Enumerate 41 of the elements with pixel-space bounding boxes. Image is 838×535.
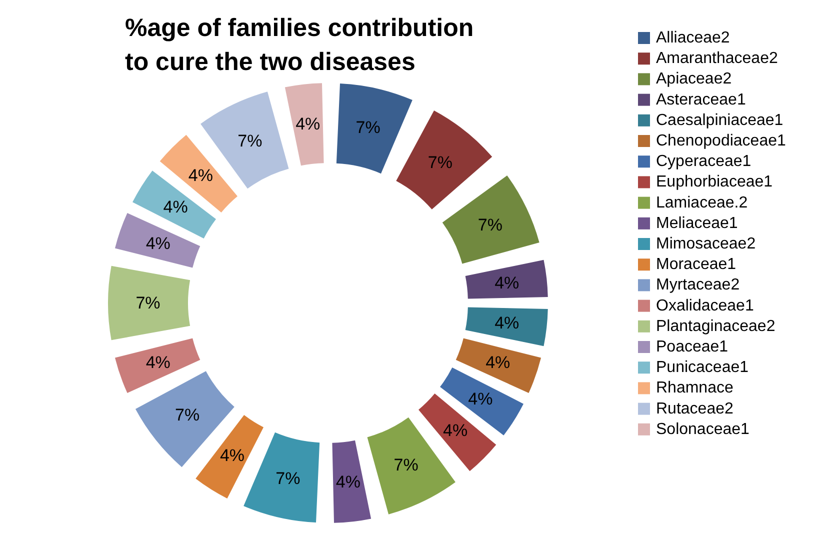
data-label: 4% [163, 198, 188, 217]
data-label: 7% [174, 406, 200, 425]
legend-label: Apiaceae2 [656, 70, 732, 88]
data-label: 4% [146, 352, 170, 372]
legend-label: Amaranthaceae2 [656, 50, 778, 68]
data-label: 4% [442, 420, 468, 440]
legend-label: Poaceae1 [656, 338, 728, 356]
data-label: 4% [220, 446, 245, 465]
data-label: 7% [394, 456, 418, 475]
data-label: 7% [478, 215, 502, 234]
legend-label: Cyperaceae1 [656, 153, 752, 170]
legend-label: Euphorbiaceae1 [656, 174, 773, 191]
data-label: 7% [238, 131, 262, 150]
data-label: 4% [494, 273, 520, 292]
data-label: 4% [146, 234, 170, 254]
legend-label: Mimosaceae2 [656, 236, 756, 252]
legend-label: Rhamnace [656, 380, 734, 397]
chart-title: %age of families contribution to cure the two diseases [125, 14, 474, 76]
legend-label: Punicaceae1 [656, 359, 749, 376]
legend-label: Myrtaceae2 [656, 276, 740, 294]
data-label: 4% [486, 352, 510, 372]
legend-label: Meliaceae1 [656, 214, 738, 232]
legend-label: Chenopodiaceae1 [656, 132, 786, 150]
data-label: 7% [356, 118, 380, 138]
legend-label: Lamiaceae.2 [656, 194, 748, 212]
legend-label: Moraceae1 [656, 256, 736, 274]
legend-label: Rutaceae2 [656, 400, 734, 418]
data-label: 4% [468, 389, 493, 408]
legend-label: Asteraceae1 [656, 91, 746, 108]
legend-label: Plantaginaceae2 [656, 318, 776, 335]
legend-label: Alliaceae2 [656, 30, 730, 46]
legend-label: Caesalpiniaceae1 [656, 112, 784, 129]
data-label: 4% [336, 472, 360, 492]
data-label: 7% [428, 152, 453, 172]
legend-label: Solonaceae1 [656, 420, 750, 438]
data-label: 7% [276, 468, 300, 488]
data-label: 4% [188, 166, 214, 186]
legend-label: Oxalidaceae1 [656, 297, 754, 314]
data-label: 4% [494, 314, 520, 333]
data-label: 7% [136, 294, 160, 312]
data-label: 4% [296, 114, 320, 134]
